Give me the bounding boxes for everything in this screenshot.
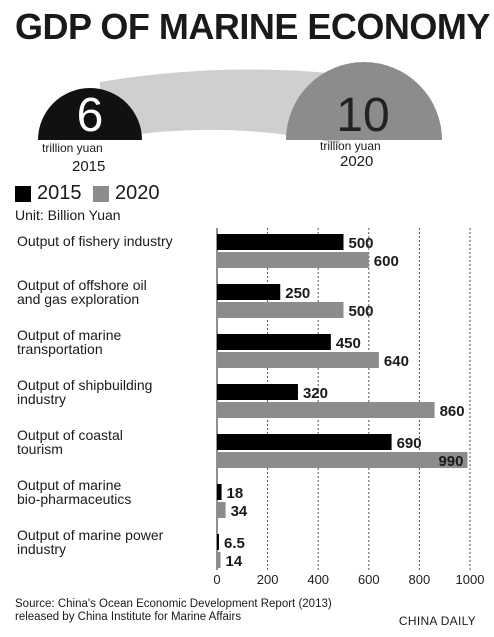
x-tick-label: 800 (409, 572, 431, 587)
bar-value-label: 450 (336, 335, 361, 352)
bar (217, 252, 369, 268)
category-label: Output of marine power (17, 527, 164, 543)
credit-label: CHINA DAILY (398, 614, 476, 628)
bar-value-label: 640 (384, 353, 409, 370)
hero-year-2020: 2020 (340, 153, 374, 170)
bar-value-label: 18 (227, 485, 244, 502)
hero-circle-2020 (286, 62, 442, 141)
bar (217, 284, 281, 300)
category-label: tourism (17, 441, 63, 457)
growth-band (100, 69, 340, 144)
hero-year-2015: 2015 (72, 158, 106, 175)
category-label: industry (17, 391, 66, 407)
legend-label-2015: 2015 (37, 182, 82, 204)
x-tick-label: 600 (358, 572, 380, 587)
bar-value-label: 690 (397, 435, 422, 452)
bar (217, 302, 344, 318)
bar-value-label: 990 (438, 453, 463, 470)
hero-value-2020: 10 (336, 89, 390, 142)
x-tick-label: 0 (213, 572, 220, 587)
bar (217, 552, 221, 568)
legend-label-2020: 2020 (115, 182, 160, 204)
category-label: industry (17, 541, 66, 557)
bar (217, 334, 331, 350)
legend-swatch-2015 (15, 186, 31, 202)
category-label: Output of marine (17, 327, 121, 343)
bar (217, 384, 298, 400)
source-note: Source: China's Ocean Economic Developme… (15, 598, 332, 624)
source-line-1: Source: China's Ocean Economic Developme… (15, 598, 332, 610)
bar (217, 402, 435, 418)
hero-value-2015: 6 (76, 89, 104, 142)
hero-unit-2015: trillion yuan (42, 141, 103, 155)
category-label: and gas exploration (17, 291, 139, 307)
bar-value-label: 320 (303, 385, 328, 402)
category-label: bio-pharmaceutics (17, 491, 131, 507)
bar-value-label: 34 (231, 503, 248, 520)
legend-swatch-2020 (93, 186, 109, 202)
x-tick-label: 1000 (456, 572, 485, 587)
bar-value-label: 500 (349, 235, 374, 252)
bar (217, 434, 392, 450)
page-title: GDP OF MARINE ECONOMY (15, 6, 490, 47)
bar (217, 234, 344, 250)
bar-value-label: 860 (440, 403, 465, 420)
category-label: transportation (17, 341, 103, 357)
bar (217, 502, 226, 518)
bar-value-label: 6.5 (224, 535, 245, 552)
bar (217, 484, 222, 500)
category-label: Output of fishery industry (17, 233, 173, 249)
bar-value-label: 600 (374, 253, 399, 270)
category-label: Output of marine (17, 477, 121, 493)
bar-value-label: 250 (285, 285, 310, 302)
hero-unit-2020: trillion yuan (320, 139, 381, 153)
unit-label: Unit: Billion Yuan (15, 207, 121, 223)
hero-circle-2015 (38, 88, 142, 140)
bar-value-label: 14 (226, 553, 243, 570)
category-label: Output of shipbuilding (17, 377, 152, 393)
hero-graphic (38, 62, 442, 144)
x-tick-label: 200 (257, 572, 279, 587)
bar (217, 352, 379, 368)
bar-value-label: 500 (349, 303, 374, 320)
x-tick-label: 400 (307, 572, 329, 587)
category-label: Output of coastal (17, 427, 123, 443)
bar (217, 452, 468, 468)
bar (217, 534, 219, 550)
category-label: Output of offshore oil (17, 277, 147, 293)
source-line-2: released by China Institute for Marine A… (15, 611, 242, 623)
